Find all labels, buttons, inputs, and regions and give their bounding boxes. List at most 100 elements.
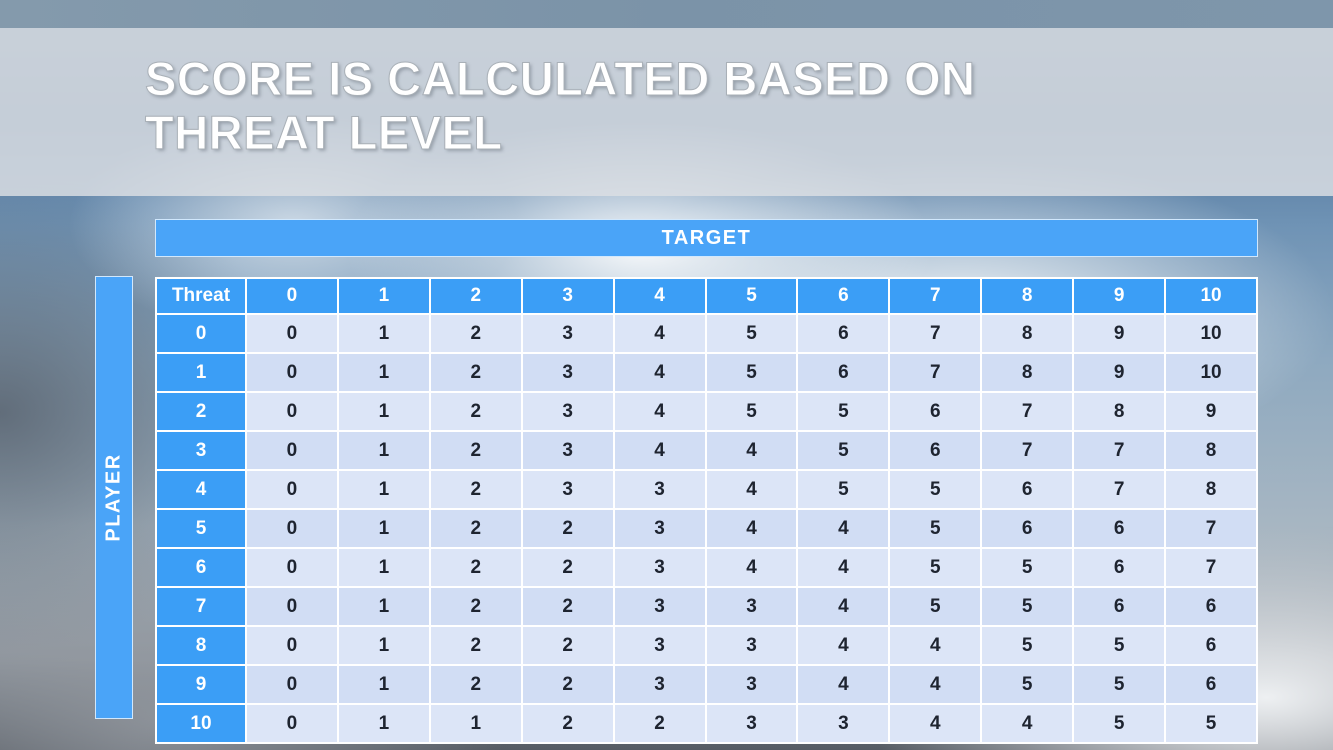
score-cell: 5 (704, 391, 799, 432)
score-cell: 5 (980, 586, 1075, 627)
score-cell: 4 (888, 625, 983, 666)
score-cell: 2 (520, 703, 615, 744)
score-cell: 0 (245, 352, 339, 393)
column-header-cell: 0 (245, 277, 339, 315)
score-cell: 2 (428, 586, 523, 627)
score-cell: 6 (1072, 586, 1167, 627)
score-cell: 0 (245, 664, 339, 705)
score-cell: 9 (1072, 313, 1167, 354)
score-cell: 10 (1164, 313, 1258, 354)
score-cell: 5 (1072, 664, 1167, 705)
row-header-cell: 0 (155, 313, 247, 354)
score-cell: 2 (428, 469, 523, 510)
score-cell: 4 (612, 313, 707, 354)
score-cell: 1 (336, 313, 431, 354)
score-cell: 8 (1164, 469, 1258, 510)
score-cell: 9 (1164, 391, 1258, 432)
score-cell: 6 (796, 352, 891, 393)
score-cell: 2 (428, 547, 523, 588)
score-cell: 10 (1164, 352, 1258, 393)
score-cell: 7 (980, 430, 1075, 471)
score-cell: 8 (1164, 430, 1258, 471)
score-cell: 1 (336, 391, 431, 432)
row-header-cell: 1 (155, 352, 247, 393)
column-header-cell: 2 (428, 277, 523, 315)
score-cell: 2 (520, 664, 615, 705)
score-cell: 3 (520, 313, 615, 354)
column-header-cell: 9 (1072, 277, 1167, 315)
row-header-cell: 7 (155, 586, 247, 627)
score-cell: 5 (888, 547, 983, 588)
corner-cell: Threat (155, 277, 247, 315)
score-cell: 4 (888, 703, 983, 744)
score-cell: 3 (612, 508, 707, 549)
player-axis-label-text: PLAYER (102, 453, 125, 542)
score-cell: 7 (888, 313, 983, 354)
score-cell: 3 (520, 352, 615, 393)
score-cell: 4 (796, 508, 891, 549)
score-cell: 4 (796, 547, 891, 588)
score-cell: 2 (520, 547, 615, 588)
column-header-cell: 4 (612, 277, 707, 315)
column-header-cell: 7 (888, 277, 983, 315)
score-cell: 6 (1164, 625, 1258, 666)
score-cell: 7 (1164, 508, 1258, 549)
column-header-cell: 1 (336, 277, 431, 315)
score-cell: 6 (980, 508, 1075, 549)
score-cell: 1 (336, 703, 431, 744)
row-header-cell: 8 (155, 625, 247, 666)
score-cell: 7 (980, 391, 1075, 432)
score-cell: 5 (980, 625, 1075, 666)
score-cell: 4 (704, 508, 799, 549)
score-cell: 1 (336, 508, 431, 549)
score-cell: 6 (1072, 547, 1167, 588)
row-header-cell: 10 (155, 703, 247, 744)
score-cell: 2 (428, 508, 523, 549)
score-table: Threat 0 1 2 3 4 5 6 7 8 9 10 0 0 1 2 3 4 5 6 7 8 9 10 1 0 1 2 3 4 5… (155, 277, 1258, 744)
score-cell: 8 (1072, 391, 1167, 432)
score-cell: 4 (612, 430, 707, 471)
score-cell: 2 (428, 664, 523, 705)
score-cell: 1 (336, 469, 431, 510)
score-cell: 3 (704, 625, 799, 666)
score-cell: 6 (796, 313, 891, 354)
score-cell: 4 (704, 547, 799, 588)
score-cell: 2 (428, 430, 523, 471)
column-header-cell: 8 (980, 277, 1075, 315)
score-cell: 5 (1164, 703, 1258, 744)
score-cell: 4 (612, 391, 707, 432)
score-cell: 4 (704, 430, 799, 471)
score-cell: 5 (796, 469, 891, 510)
score-cell: 3 (520, 430, 615, 471)
score-cell: 3 (612, 586, 707, 627)
score-cell: 1 (336, 664, 431, 705)
score-cell: 5 (980, 547, 1075, 588)
score-cell: 0 (245, 430, 339, 471)
score-cell: 3 (704, 664, 799, 705)
row-header-cell: 9 (155, 664, 247, 705)
score-cell: 5 (888, 586, 983, 627)
top-accent-strip (0, 0, 1333, 28)
title-band: SCORE IS CALCULATED BASED ON THREAT LEVE… (0, 28, 1333, 196)
score-cell: 2 (428, 352, 523, 393)
score-cell: 2 (612, 703, 707, 744)
player-axis-label: PLAYER (95, 276, 133, 719)
score-cell: 0 (245, 313, 339, 354)
score-cell: 3 (704, 703, 799, 744)
table-row: 0 0 1 2 3 4 5 6 7 8 9 10 (155, 313, 1258, 354)
score-cell: 5 (796, 391, 891, 432)
score-cell: 8 (980, 313, 1075, 354)
score-cell: 2 (428, 313, 523, 354)
row-header-cell: 2 (155, 391, 247, 432)
score-cell: 0 (245, 625, 339, 666)
score-cell: 5 (888, 508, 983, 549)
row-header-cell: 4 (155, 469, 247, 510)
score-cell: 4 (796, 664, 891, 705)
score-cell: 4 (796, 625, 891, 666)
